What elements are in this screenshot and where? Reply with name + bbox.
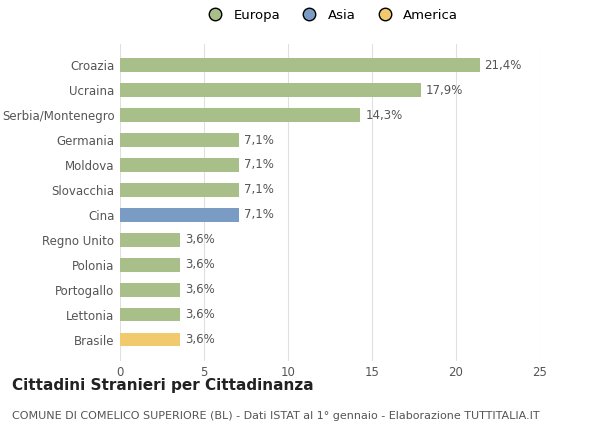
- Bar: [120, 83, 421, 97]
- Bar: [120, 308, 181, 322]
- Text: 7,1%: 7,1%: [244, 134, 274, 147]
- Text: 3,6%: 3,6%: [185, 283, 215, 296]
- Bar: [120, 333, 181, 346]
- Text: 21,4%: 21,4%: [485, 59, 522, 72]
- Text: 3,6%: 3,6%: [185, 233, 215, 246]
- Bar: [120, 59, 479, 72]
- Bar: [120, 233, 181, 247]
- Text: COMUNE DI COMELICO SUPERIORE (BL) - Dati ISTAT al 1° gennaio - Elaborazione TUTT: COMUNE DI COMELICO SUPERIORE (BL) - Dati…: [12, 411, 539, 422]
- Text: Cittadini Stranieri per Cittadinanza: Cittadini Stranieri per Cittadinanza: [12, 378, 314, 393]
- Text: 7,1%: 7,1%: [244, 209, 274, 221]
- Text: 3,6%: 3,6%: [185, 258, 215, 271]
- Text: 7,1%: 7,1%: [244, 158, 274, 172]
- Text: 14,3%: 14,3%: [365, 109, 403, 121]
- Legend: Europa, Asia, America: Europa, Asia, America: [199, 7, 461, 25]
- Bar: [120, 183, 239, 197]
- Bar: [120, 258, 181, 271]
- Bar: [120, 283, 181, 297]
- Text: 17,9%: 17,9%: [426, 84, 463, 97]
- Bar: [120, 158, 239, 172]
- Text: 7,1%: 7,1%: [244, 183, 274, 196]
- Text: 3,6%: 3,6%: [185, 308, 215, 321]
- Text: 3,6%: 3,6%: [185, 333, 215, 346]
- Bar: [120, 108, 360, 122]
- Bar: [120, 133, 239, 147]
- Bar: [120, 208, 239, 222]
